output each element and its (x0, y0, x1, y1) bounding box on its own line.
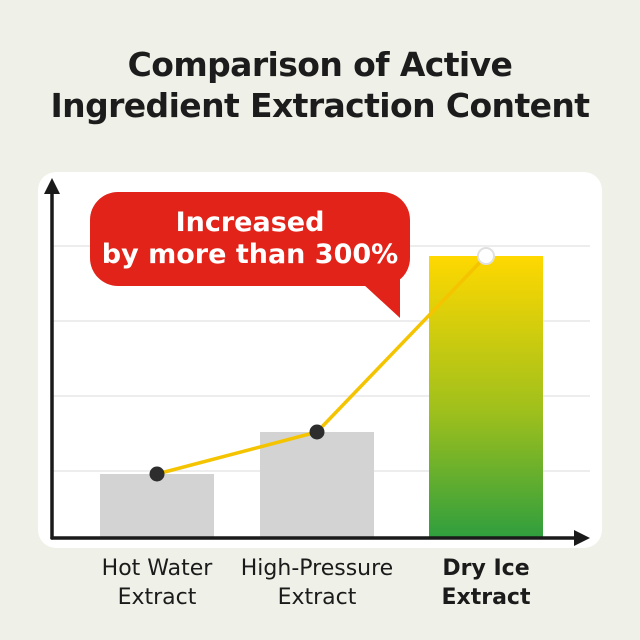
x-axis-label-high-pressure: High-Pressure Extract (207, 554, 427, 612)
x-axis-label-line2: Extract (441, 585, 531, 611)
x-axis-label-dry-ice: Dry Ice Extract (376, 554, 596, 612)
bar-chart-plot (44, 178, 590, 546)
bar-2 (429, 256, 543, 538)
data-point-1 (309, 424, 325, 440)
x-axis-label-line1: Hot Water (101, 556, 213, 581)
data-point-2 (477, 247, 495, 265)
chart-title-line2: Ingredient Extraction Content (50, 86, 591, 126)
chart-title: Comparison of Active Ingredient Extracti… (0, 44, 640, 127)
x-axis-label-line1: High-Pressure (240, 556, 394, 581)
data-point-0 (149, 466, 165, 482)
chart-card: Increased by more than 300% (38, 172, 602, 548)
annotation-line1: Increased (175, 207, 325, 239)
x-axis-label-line2: Extract (277, 585, 357, 611)
bar-1 (260, 432, 374, 538)
annotation-line2: by more than 300% (101, 239, 399, 270)
x-axis-label-line2: Extract (117, 585, 197, 611)
x-axis-label-hot-water: Hot Water Extract (47, 554, 267, 612)
speech-bubble-annotation: Increased by more than 300% (90, 192, 410, 286)
x-axis-arrow (574, 530, 590, 546)
y-axis-arrow (44, 178, 60, 194)
bar-0 (100, 474, 214, 538)
x-axis-label-line1: Dry Ice (442, 556, 530, 581)
chart-title-line1: Comparison of Active (127, 45, 513, 84)
